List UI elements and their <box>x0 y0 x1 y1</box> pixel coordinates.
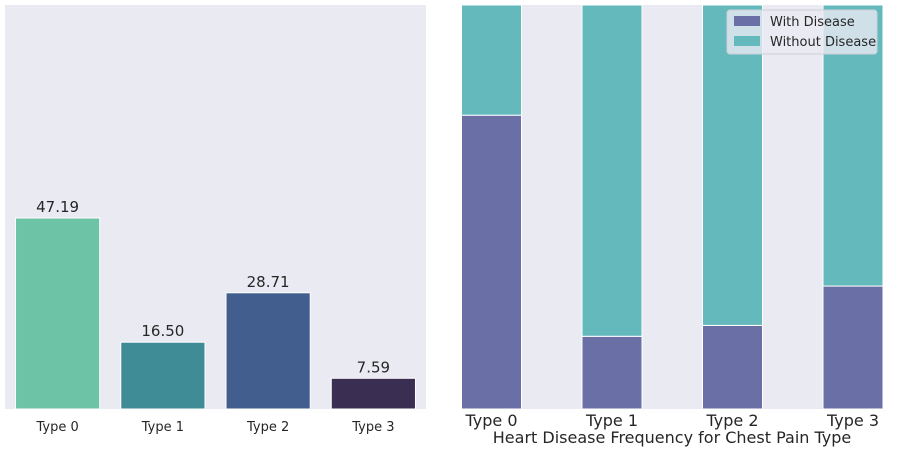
left-chart: 47.19 16.50 28.71 7.59 Type 0 Type 1 Type 2 Ty… <box>5 5 426 435</box>
left-bar-type-1 <box>120 341 206 410</box>
right-bar-type-1-without-disease <box>581 4 643 337</box>
right-plot-area <box>462 5 882 409</box>
left-bar-type-3 <box>330 377 416 410</box>
left-x-tick-type-0: Type 0 <box>35 420 78 435</box>
legend-swatch-with-disease <box>734 16 760 26</box>
left-data-label-type-3: 7.59 <box>357 358 390 376</box>
right-x-tick-type-2: Type 2 <box>705 411 758 430</box>
right-x-axis-title: Heart Disease Frequency for Chest Pain T… <box>493 428 851 447</box>
right-bar-type-0-with-disease <box>461 114 522 410</box>
left-x-tick-type-1: Type 1 <box>141 420 184 435</box>
left-x-tick-type-2: Type 2 <box>246 420 289 435</box>
legend-swatch-without-disease <box>734 36 760 46</box>
right-chart: Type 0 Type 1 Type 2 Type 3 Heart Disease F… <box>461 4 884 447</box>
left-bar-type-0 <box>15 217 101 410</box>
legend-label-with-disease: With Disease <box>770 15 855 30</box>
right-bar-type-2-with-disease <box>702 324 763 410</box>
right-x-tick-type-1: Type 1 <box>585 411 638 430</box>
left-bar-type-2 <box>225 292 311 410</box>
left-x-tick-type-3: Type 3 <box>351 420 394 435</box>
right-x-tick-type-3: Type 3 <box>826 411 879 430</box>
legend-box <box>726 9 878 55</box>
left-data-label-type-2: 28.71 <box>247 273 290 291</box>
legend-label-without-disease: Without Disease <box>770 35 876 50</box>
right-bar-type-0-without-disease <box>461 4 522 116</box>
right-bar-type-2-without-disease <box>702 4 763 326</box>
right-bar-type-3-with-disease <box>822 285 884 410</box>
right-x-tick-type-0: Type 0 <box>464 411 517 430</box>
left-data-label-type-0: 47.19 <box>36 198 79 216</box>
left-data-label-type-1: 16.50 <box>141 322 184 340</box>
right-bar-type-1-with-disease <box>581 335 643 410</box>
legend: With Disease Without Disease <box>726 9 878 55</box>
